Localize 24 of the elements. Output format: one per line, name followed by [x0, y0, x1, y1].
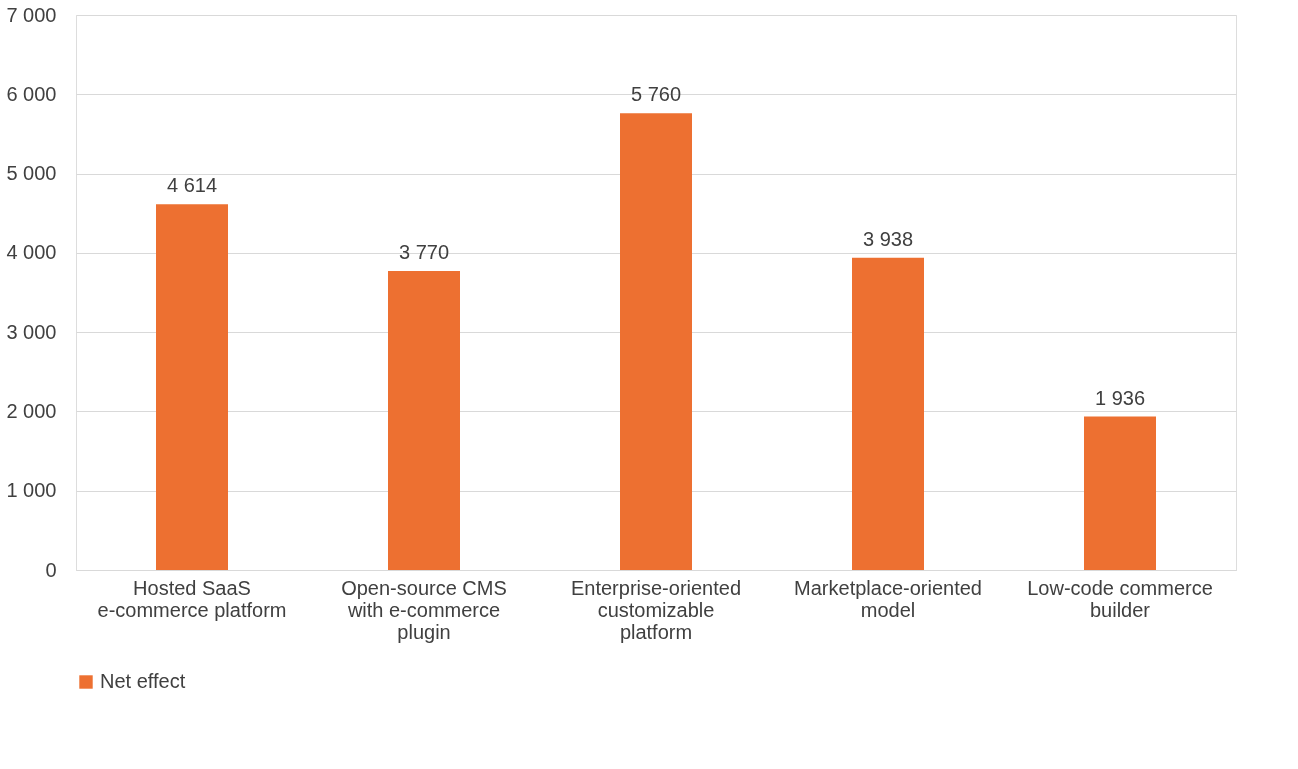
y-tick-label: 5 000	[6, 162, 57, 185]
y-tick-label: 7 000	[6, 3, 57, 26]
bar	[620, 113, 692, 570]
y-tick-label: 2 000	[6, 399, 57, 422]
y-tick-label: 1 000	[6, 479, 57, 502]
data-label: 4 614	[166, 174, 218, 197]
x-tick-label: Marketplace-oriented model	[794, 576, 982, 621]
x-tick-label: Open-source CMS with e-commerce plugin	[341, 576, 507, 643]
y-tick-label: 4 000	[6, 241, 57, 264]
data-label: 3 770	[398, 241, 450, 264]
y-tick-label: 0	[45, 558, 57, 581]
x-tick-label: Enterprise-oriented customizable platform	[570, 576, 742, 643]
bar	[852, 257, 924, 570]
x-tick-label: Low-code commerce builder	[1027, 576, 1213, 621]
bar	[156, 204, 228, 570]
bar	[388, 271, 460, 570]
y-tick-label: 3 000	[6, 320, 57, 343]
y-tick-label: 6 000	[6, 82, 57, 105]
data-label: 1 936	[1094, 386, 1146, 409]
x-tick-label: Hosted SaaS e-commerce platform	[97, 576, 287, 621]
legend-label: Net effect	[100, 670, 186, 692]
data-label: 3 938	[862, 227, 914, 250]
bar	[1084, 416, 1156, 570]
data-label: 5 760	[630, 83, 682, 106]
